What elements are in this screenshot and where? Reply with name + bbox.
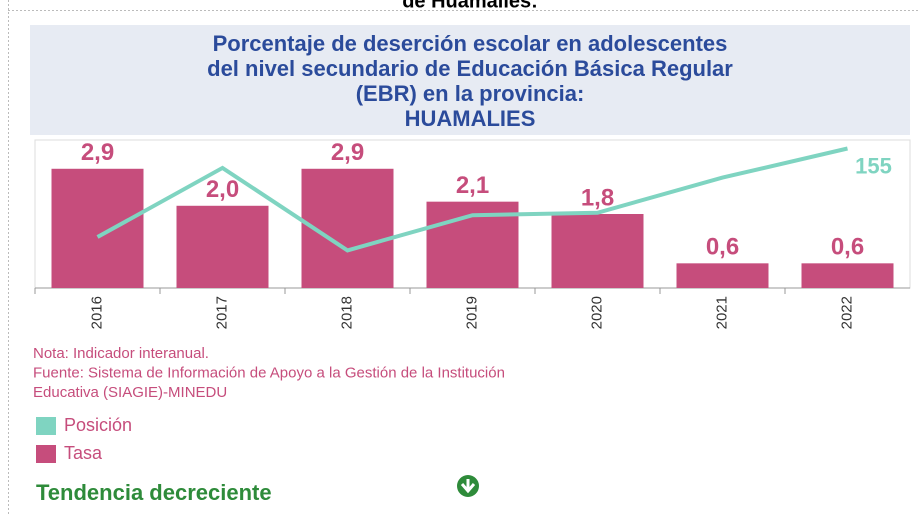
x-tick-label: 2017 — [213, 296, 230, 329]
data-label: 2,1 — [456, 172, 489, 199]
legend-swatch — [36, 445, 56, 463]
note: Educativa (SIAGIE)-MINEDU — [33, 384, 227, 401]
x-tick-label: 2022 — [838, 296, 855, 329]
trend: Tendencia decreciente — [36, 480, 272, 505]
data-label: 2,0 — [206, 176, 239, 203]
x-tick-label: 2016 — [88, 296, 105, 329]
bar — [676, 263, 769, 288]
note: Nota: Indicador interanual. — [33, 345, 209, 362]
data-label: 1,8 — [581, 184, 614, 211]
data-label: 2,9 — [81, 139, 114, 166]
bar — [51, 168, 144, 288]
line-label: 155 — [855, 153, 892, 178]
page-title: de Huamalies: — [402, 0, 538, 12]
x-tick-label: 2021 — [713, 296, 730, 329]
chart-title: HUAMALIES — [405, 106, 536, 131]
title-box — [30, 25, 910, 135]
chart-title: del nivel secundario de Educación Básica… — [207, 56, 733, 81]
data-label: 2,9 — [331, 139, 364, 166]
trend-icon-arrow — [460, 479, 476, 494]
bar — [551, 214, 644, 288]
data-label: 0,6 — [831, 234, 864, 261]
bar — [176, 205, 269, 288]
x-tick-label: 2019 — [463, 296, 480, 329]
x-tick-label: 2018 — [338, 296, 355, 329]
data-label: 0,6 — [706, 234, 739, 261]
note: Fuente: Sistema de Información de Apoyo … — [33, 364, 505, 381]
legend-label: Posición — [64, 415, 132, 435]
chart-title: (EBR) en la provincia: — [356, 81, 585, 106]
bar — [801, 263, 894, 288]
legend-label: Tasa — [64, 443, 103, 463]
chart-title: Porcentaje de deserción escolar en adole… — [213, 31, 728, 56]
x-tick-label: 2020 — [588, 296, 605, 329]
line — [96, 146, 848, 253]
legend-swatch — [36, 417, 56, 435]
